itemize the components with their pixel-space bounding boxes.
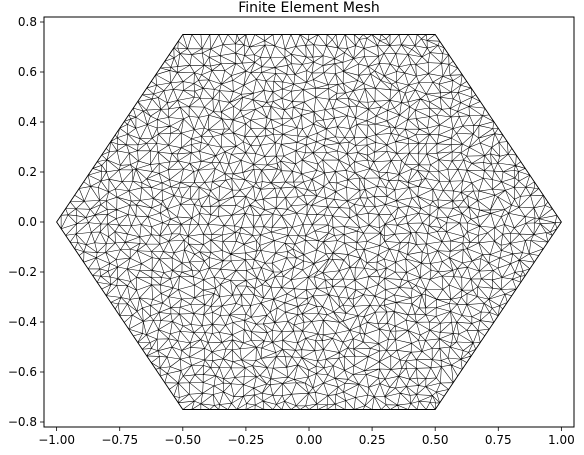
x-tick-label: 0.25 (359, 433, 386, 447)
x-tick-label: −0.50 (164, 433, 201, 447)
domain-boundary (56, 34, 562, 410)
y-tick-label: −0.2 (8, 265, 37, 279)
x-axis: −1.00 −0.75 −0.50 −0.25 0.00 0.25 0.50 0.75 1.00 (38, 427, 575, 447)
chart-title: Finite Element Mesh (238, 0, 380, 16)
y-tick-label: 0.8 (18, 15, 37, 29)
x-tick-label: −1.00 (38, 433, 75, 447)
x-tick-label: −0.25 (228, 433, 265, 447)
y-axis: −0.8 −0.6 −0.4 −0.2 0.0 0.2 0.4 0.6 0.8 (8, 15, 44, 429)
x-tick-label: 0.00 (296, 433, 323, 447)
x-tick-label: 1.00 (548, 433, 575, 447)
y-tick-label: −0.4 (8, 315, 37, 329)
y-tick-label: 0.2 (18, 165, 37, 179)
x-tick-label: 0.75 (485, 433, 512, 447)
y-tick-label: 0.6 (18, 65, 37, 79)
y-tick-label: 0.0 (18, 215, 37, 229)
y-tick-label: −0.6 (8, 365, 37, 379)
y-tick-label: −0.8 (8, 415, 37, 429)
x-tick-label: −0.75 (101, 433, 138, 447)
x-tick-label: 0.50 (422, 433, 449, 447)
y-tick-label: 0.4 (18, 115, 37, 129)
